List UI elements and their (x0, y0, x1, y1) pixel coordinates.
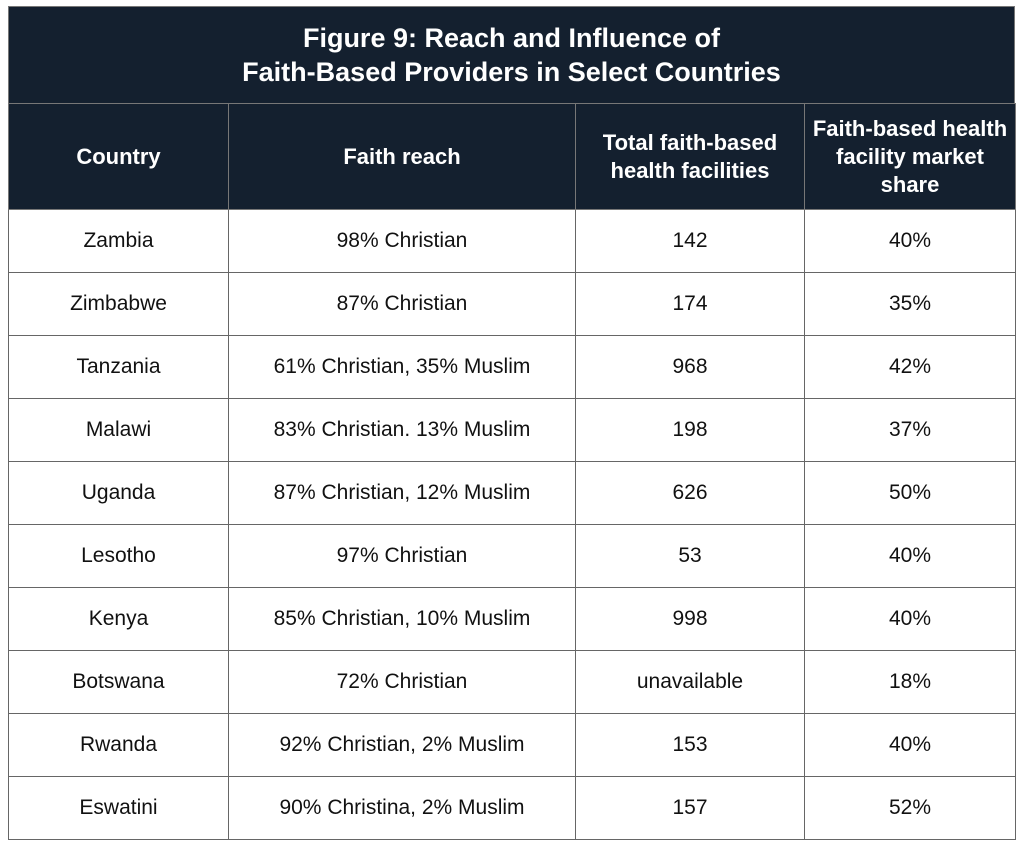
cell-market-share: 40% (804, 713, 1016, 777)
cell-total-facilities: 53 (575, 524, 805, 588)
cell-total-facilities: 153 (575, 713, 805, 777)
cell-total-facilities: 198 (575, 398, 805, 462)
table-row: Zimbabwe 87% Christian 174 35% (8, 272, 1016, 336)
title-line-1: Figure 9: Reach and Influence of (302, 23, 721, 53)
cell-country: Lesotho (8, 524, 229, 588)
cell-faith-reach: 98% Christian (228, 209, 576, 273)
cell-market-share: 40% (804, 209, 1016, 273)
cell-faith-reach: 72% Christian (228, 650, 576, 714)
cell-total-facilities: 157 (575, 776, 805, 840)
column-header-faith-reach: Faith reach (228, 103, 576, 210)
column-header-country: Country (8, 103, 229, 210)
cell-total-facilities: 998 (575, 587, 805, 651)
table-row: Malawi 83% Christian. 13% Muslim 198 37% (8, 398, 1016, 462)
table-row: Tanzania 61% Christian, 35% Muslim 968 42% (8, 335, 1016, 399)
cell-faith-reach: 87% Christian (228, 272, 576, 336)
cell-faith-reach: 87% Christian, 12% Muslim (228, 461, 576, 525)
cell-market-share: 18% (804, 650, 1016, 714)
table-row: Rwanda 92% Christian, 2% Muslim 153 40% (8, 713, 1016, 777)
table-row: Botswana 72% Christian unavailable 18% (8, 650, 1016, 714)
table-row: Zambia 98% Christian 142 40% (8, 209, 1016, 273)
table-row: Uganda 87% Christian, 12% Muslim 626 50% (8, 461, 1016, 525)
column-header-market-share: Faith-based health facility market share (804, 103, 1016, 210)
table-row: Kenya 85% Christian, 10% Muslim 998 40% (8, 587, 1016, 651)
cell-faith-reach: 97% Christian (228, 524, 576, 588)
cell-country: Botswana (8, 650, 229, 714)
cell-total-facilities: 174 (575, 272, 805, 336)
cell-market-share: 35% (804, 272, 1016, 336)
cell-total-facilities: 142 (575, 209, 805, 273)
data-table: Country Faith reach Total faith-based heal… (8, 103, 1016, 840)
cell-country: Zimbabwe (8, 272, 229, 336)
figure-table: Figure 9: Reach and Influence of Faith-B… (8, 6, 1016, 840)
cell-market-share: 40% (804, 524, 1016, 588)
table-row: Eswatini 90% Christina, 2% Muslim 157 52% (8, 776, 1016, 840)
cell-total-facilities: 968 (575, 335, 805, 399)
cell-total-facilities: unavailable (575, 650, 805, 714)
column-header-total-facilities: Total faith-based health facilities (575, 103, 805, 210)
cell-country: Zambia (8, 209, 229, 273)
cell-market-share: 50% (804, 461, 1016, 525)
cell-faith-reach: 85% Christian, 10% Muslim (228, 587, 576, 651)
cell-faith-reach: 90% Christina, 2% Muslim (228, 776, 576, 840)
figure-title: Figure 9: Reach and Influence of Faith-B… (8, 6, 1015, 103)
cell-market-share: 52% (804, 776, 1016, 840)
table-row: Lesotho 97% Christian 53 40% (8, 524, 1016, 588)
cell-faith-reach: 83% Christian. 13% Muslim (228, 398, 576, 462)
cell-market-share: 40% (804, 587, 1016, 651)
title-line-2: Faith-Based Providers in Select Countrie… (242, 57, 781, 87)
cell-market-share: 37% (804, 398, 1016, 462)
cell-country: Tanzania (8, 335, 229, 399)
cell-country: Uganda (8, 461, 229, 525)
cell-faith-reach: 92% Christian, 2% Muslim (228, 713, 576, 777)
cell-country: Malawi (8, 398, 229, 462)
cell-country: Kenya (8, 587, 229, 651)
cell-country: Rwanda (8, 713, 229, 777)
cell-country: Eswatini (8, 776, 229, 840)
cell-total-facilities: 626 (575, 461, 805, 525)
cell-market-share: 42% (804, 335, 1016, 399)
header-row: Country Faith reach Total faith-based heal… (8, 103, 1016, 210)
cell-faith-reach: 61% Christian, 35% Muslim (228, 335, 576, 399)
